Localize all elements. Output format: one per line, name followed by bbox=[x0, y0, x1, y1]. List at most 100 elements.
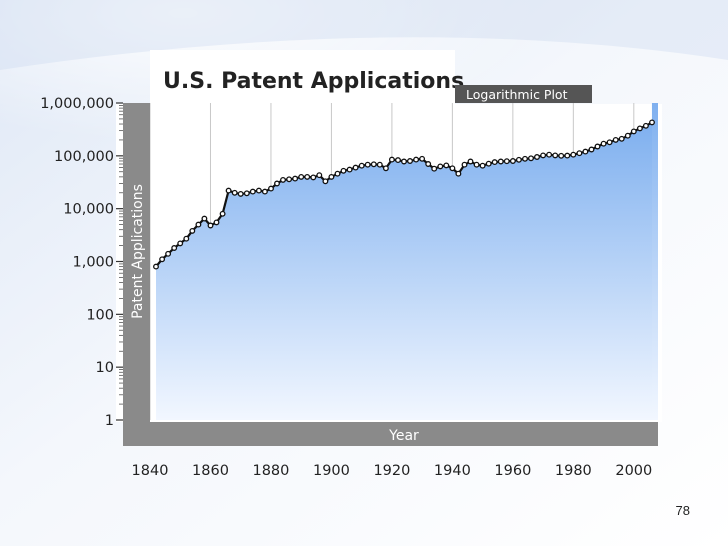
data-point-1896 bbox=[316, 172, 323, 179]
data-point-1982 bbox=[576, 150, 583, 157]
data-point-1978 bbox=[564, 152, 571, 159]
data-point-1958 bbox=[503, 158, 510, 165]
data-point-1842 bbox=[153, 263, 159, 270]
y-axis-band bbox=[123, 103, 150, 446]
data-point-1856 bbox=[195, 221, 202, 228]
data-point-1992 bbox=[606, 139, 613, 146]
data-point-1956 bbox=[497, 158, 504, 165]
data-point-1886 bbox=[286, 176, 293, 183]
y-tick-label: 1,000,000 bbox=[40, 96, 114, 112]
data-point-1850 bbox=[177, 240, 184, 247]
data-point-1996 bbox=[618, 135, 625, 142]
data-point-1890 bbox=[298, 173, 305, 180]
x-tick-label: 2000 bbox=[615, 463, 652, 479]
data-point-1878 bbox=[261, 188, 268, 195]
data-point-1868 bbox=[231, 189, 238, 196]
background-swoosh bbox=[0, 0, 728, 70]
x-tick-label: 1940 bbox=[434, 463, 471, 479]
data-point-1934 bbox=[431, 165, 438, 172]
y-axis-label: Patent Applications bbox=[130, 184, 146, 319]
data-point-1966 bbox=[528, 155, 534, 162]
data-point-1942 bbox=[455, 170, 462, 177]
data-point-1932 bbox=[425, 161, 432, 167]
data-point-1898 bbox=[322, 178, 329, 185]
data-point-1968 bbox=[534, 154, 540, 160]
data-point-1846 bbox=[165, 250, 172, 257]
data-point-1922 bbox=[395, 157, 401, 164]
data-point-1924 bbox=[401, 158, 407, 165]
title-card bbox=[150, 50, 455, 105]
data-point-1962 bbox=[515, 156, 522, 163]
data-point-1920 bbox=[388, 156, 395, 163]
data-point-1998 bbox=[624, 132, 631, 139]
y-tick-label: 1 bbox=[105, 413, 114, 429]
data-point-1894 bbox=[310, 174, 317, 181]
data-point-1864 bbox=[219, 210, 226, 217]
x-axis-band bbox=[150, 422, 658, 446]
chart-title: U.S. Patent Applications bbox=[163, 69, 464, 94]
data-point-1952 bbox=[485, 160, 492, 167]
data-point-1844 bbox=[159, 256, 166, 263]
x-tick-label: 1880 bbox=[252, 463, 289, 479]
data-point-1918 bbox=[382, 165, 389, 172]
x-tick-label: 1900 bbox=[313, 463, 350, 479]
data-point-1862 bbox=[213, 219, 220, 226]
data-point-1928 bbox=[413, 156, 420, 163]
data-point-1904 bbox=[340, 167, 347, 174]
data-point-1888 bbox=[292, 175, 299, 182]
data-point-1854 bbox=[189, 227, 196, 234]
y-tick-label: 10 bbox=[96, 360, 114, 376]
data-point-1910 bbox=[358, 162, 365, 169]
page-number: 78 bbox=[675, 503, 690, 518]
y-tick-label: 100 bbox=[86, 307, 114, 323]
data-point-1954 bbox=[491, 159, 498, 166]
data-point-1988 bbox=[594, 143, 601, 150]
x-tick-label: 1840 bbox=[132, 463, 169, 479]
data-point-1916 bbox=[376, 161, 383, 168]
data-point-1938 bbox=[443, 162, 450, 169]
x-tick-label: 1980 bbox=[555, 463, 592, 479]
area-edge bbox=[651, 103, 658, 420]
data-point-1874 bbox=[249, 188, 256, 195]
data-point-1990 bbox=[600, 140, 607, 147]
data-point-1994 bbox=[612, 136, 619, 143]
data-point-1946 bbox=[467, 158, 474, 165]
data-point-1970 bbox=[540, 152, 547, 159]
data-point-1976 bbox=[558, 152, 565, 159]
data-point-1902 bbox=[334, 170, 341, 177]
data-point-1950 bbox=[479, 162, 486, 169]
data-point-1964 bbox=[522, 155, 528, 162]
data-point-1912 bbox=[364, 161, 371, 168]
data-point-1880 bbox=[268, 185, 274, 192]
data-point-1866 bbox=[225, 187, 232, 194]
data-point-1926 bbox=[407, 158, 413, 164]
data-point-1980 bbox=[570, 151, 577, 158]
data-point-1986 bbox=[588, 146, 595, 153]
x-tick-label: 1960 bbox=[494, 463, 531, 479]
subtitle-box bbox=[455, 85, 592, 103]
data-point-1936 bbox=[437, 163, 444, 170]
data-point-1876 bbox=[255, 187, 262, 194]
data-point-1882 bbox=[274, 180, 280, 187]
data-point-1914 bbox=[370, 161, 377, 168]
data-point-1974 bbox=[552, 152, 559, 159]
data-point-2000 bbox=[630, 128, 637, 135]
data-point-2004 bbox=[642, 122, 649, 129]
data-point-1900 bbox=[328, 173, 335, 180]
x-axis-label: Year bbox=[388, 428, 419, 444]
chart-subtitle: Logarithmic Plot bbox=[466, 87, 568, 102]
x-tick-label: 1920 bbox=[373, 463, 410, 479]
y-tick-label: 1,000 bbox=[72, 255, 114, 271]
data-point-1948 bbox=[473, 161, 480, 168]
data-point-2002 bbox=[636, 125, 643, 132]
data-point-1984 bbox=[582, 148, 589, 155]
data-point-1848 bbox=[171, 245, 178, 251]
data-point-1944 bbox=[461, 161, 468, 168]
data-point-1908 bbox=[352, 164, 359, 171]
data-point-1884 bbox=[280, 176, 286, 183]
y-tick-label: 10,000 bbox=[63, 202, 114, 218]
data-point-1870 bbox=[237, 190, 244, 197]
data-point-1858 bbox=[201, 215, 208, 222]
data-point-1940 bbox=[449, 165, 456, 172]
